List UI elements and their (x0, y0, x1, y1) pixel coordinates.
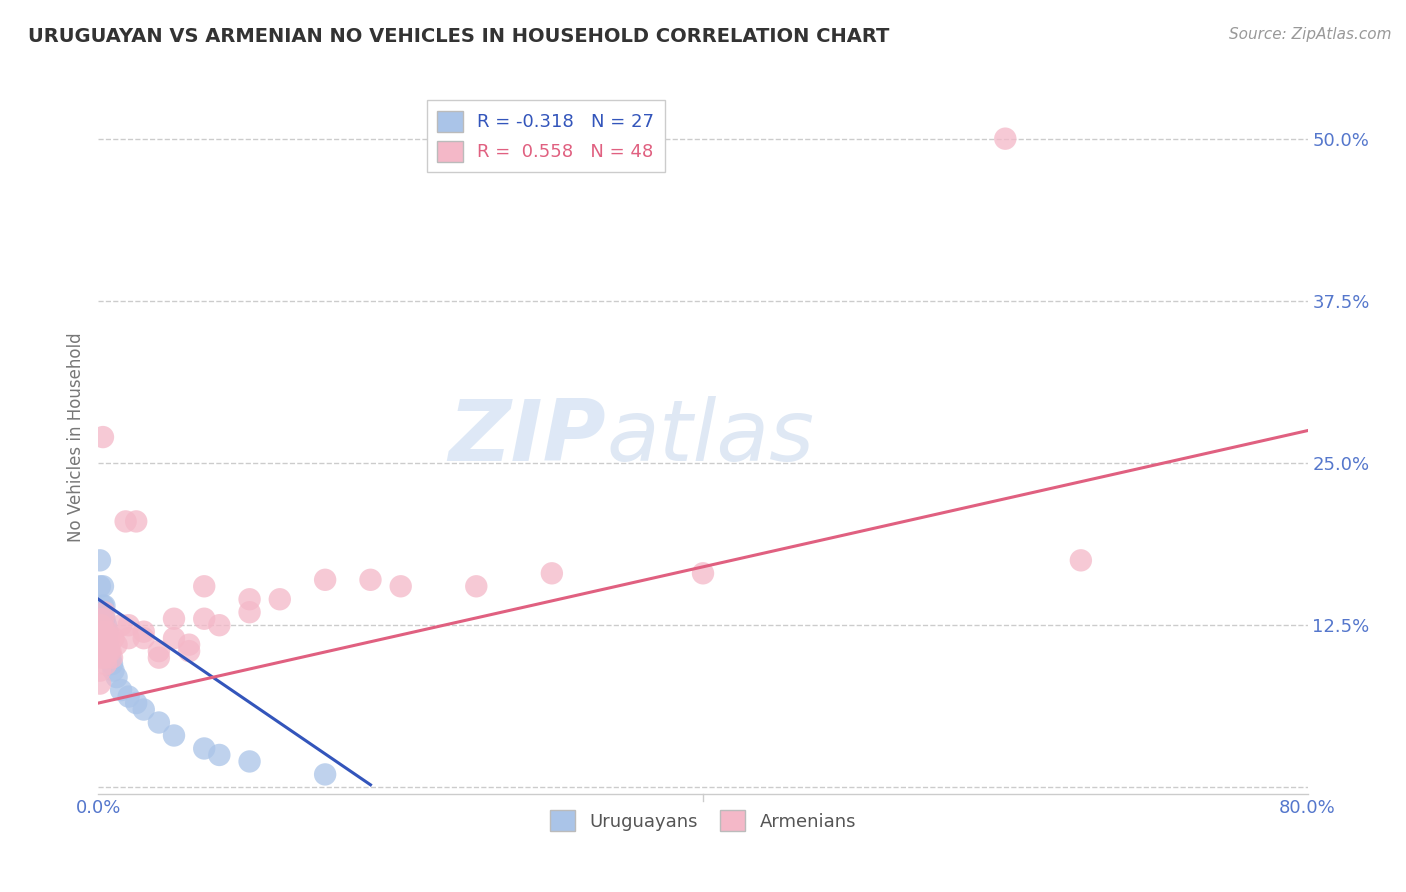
Point (314, 767, 336, 781)
Point (90, 618, 112, 632)
Point (239, 605, 262, 619)
Point (103, 664, 125, 678)
Point (239, 755, 262, 769)
Point (94, 657, 117, 672)
Text: atlas: atlas (606, 395, 814, 479)
Point (360, 573, 382, 587)
Point (94, 644, 117, 658)
Point (101, 657, 124, 672)
Point (96, 638, 118, 652)
Point (94, 650, 117, 665)
Point (114, 515, 136, 529)
Point (94, 631, 117, 645)
Point (118, 631, 141, 645)
Point (193, 579, 215, 593)
Point (193, 741, 215, 756)
Point (93, 612, 115, 626)
Point (163, 631, 186, 645)
Point (93, 624, 115, 639)
Point (100, 650, 122, 665)
Point (110, 683, 132, 698)
Point (91, 579, 114, 593)
Point (91, 599, 114, 613)
Point (118, 690, 141, 704)
Point (93, 631, 115, 645)
Point (96, 624, 118, 639)
Y-axis label: No Vehicles in Household: No Vehicles in Household (66, 332, 84, 542)
Point (103, 631, 125, 645)
Point (269, 592, 291, 607)
Point (98, 631, 121, 645)
Point (148, 644, 170, 658)
Point (314, 573, 336, 587)
Point (132, 624, 155, 639)
Point (389, 579, 412, 593)
Text: ZIP: ZIP (449, 395, 606, 479)
Point (96, 638, 118, 652)
Point (118, 618, 141, 632)
Point (90, 650, 112, 665)
Point (1070, 553, 1092, 567)
Point (91, 612, 114, 626)
Point (89, 553, 111, 567)
Point (163, 612, 186, 626)
Point (179, 644, 201, 658)
Point (179, 638, 201, 652)
Point (98, 644, 121, 658)
Point (94, 618, 117, 632)
Point (208, 747, 231, 762)
Point (105, 670, 128, 684)
Point (91, 430, 114, 444)
Point (89, 579, 111, 593)
Point (132, 631, 155, 645)
Point (148, 715, 170, 730)
Point (100, 644, 122, 658)
Text: URUGUAYAN VS ARMENIAN NO VEHICLES IN HOUSEHOLD CORRELATION CHART: URUGUAYAN VS ARMENIAN NO VEHICLES IN HOU… (28, 27, 890, 45)
Point (110, 618, 132, 632)
Point (163, 729, 186, 743)
Point (93, 605, 115, 619)
Point (132, 702, 155, 716)
Point (90, 605, 112, 619)
Point (148, 650, 170, 665)
Point (96, 624, 118, 639)
Point (90, 618, 112, 632)
Point (208, 618, 231, 632)
Point (239, 592, 262, 607)
Point (98, 644, 121, 658)
Text: Source: ZipAtlas.com: Source: ZipAtlas.com (1229, 27, 1392, 42)
Point (692, 566, 714, 581)
Point (465, 579, 488, 593)
Point (125, 515, 148, 529)
Point (193, 612, 215, 626)
Point (101, 650, 124, 665)
Point (125, 696, 148, 710)
Point (540, 566, 562, 581)
Point (89, 676, 111, 690)
Point (93, 599, 115, 613)
Point (994, 131, 1017, 145)
Point (89, 664, 111, 678)
Point (105, 638, 128, 652)
Point (90, 638, 112, 652)
Legend: Uruguayans, Armenians: Uruguayans, Armenians (543, 803, 863, 838)
